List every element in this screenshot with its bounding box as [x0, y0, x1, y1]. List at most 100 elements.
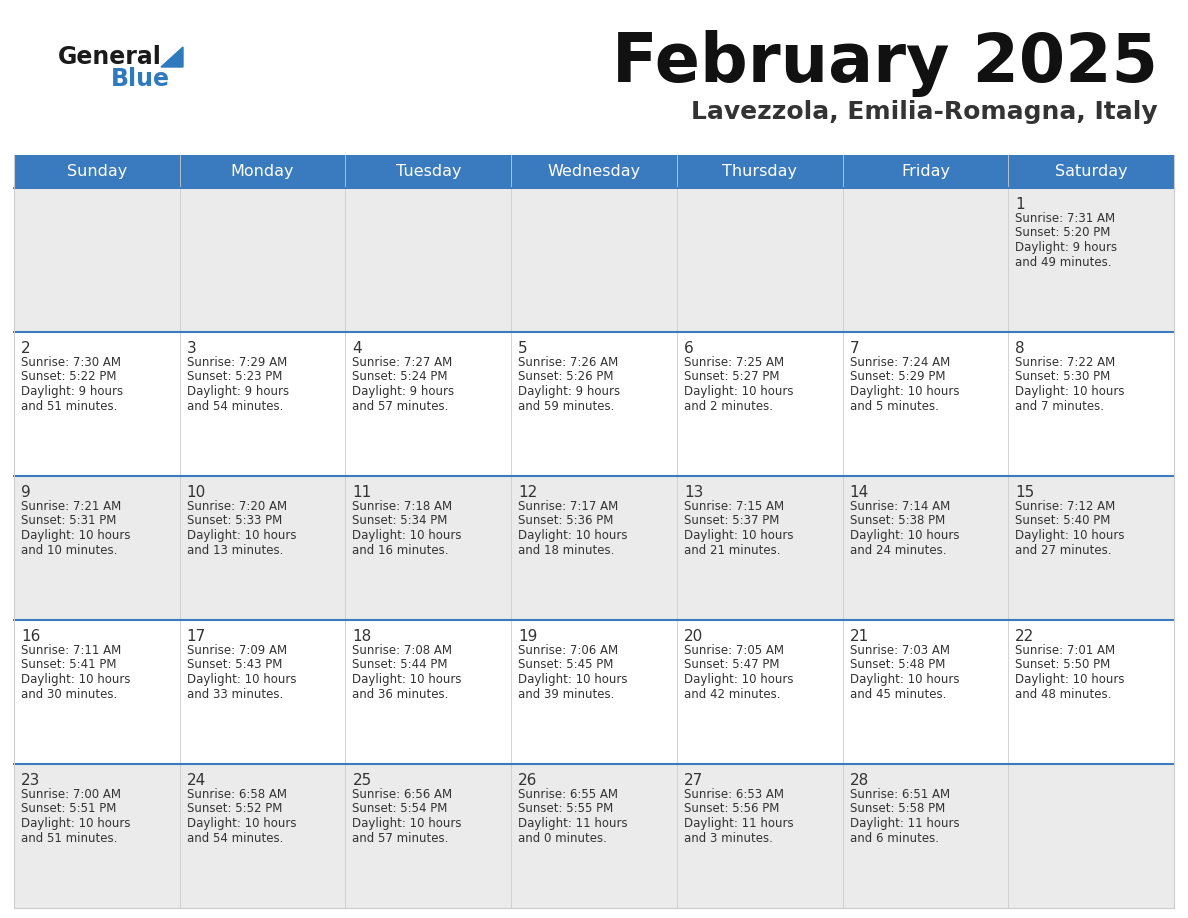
Text: Wednesday: Wednesday [548, 164, 640, 179]
Text: Daylight: 9 hours: Daylight: 9 hours [21, 385, 124, 398]
Text: and 6 minutes.: and 6 minutes. [849, 832, 939, 845]
Text: 19: 19 [518, 629, 537, 644]
Bar [14, 476, 1174, 620]
Text: Daylight: 10 hours: Daylight: 10 hours [21, 673, 131, 686]
Text: and 51 minutes.: and 51 minutes. [21, 399, 118, 412]
Text: 18: 18 [353, 629, 372, 644]
Text: Lavezzola, Emilia-Romagna, Italy: Lavezzola, Emilia-Romagna, Italy [691, 100, 1158, 124]
Text: Sunrise: 7:01 AM: Sunrise: 7:01 AM [1016, 644, 1116, 657]
Text: Blue: Blue [110, 67, 170, 91]
Text: 6: 6 [684, 341, 694, 356]
Text: Daylight: 10 hours: Daylight: 10 hours [187, 673, 296, 686]
Text: and 57 minutes.: and 57 minutes. [353, 399, 449, 412]
Text: Sunset: 5:40 PM: Sunset: 5:40 PM [1016, 514, 1111, 528]
Text: Sunset: 5:45 PM: Sunset: 5:45 PM [518, 658, 613, 671]
Text: Sunset: 5:27 PM: Sunset: 5:27 PM [684, 371, 779, 384]
Text: Sunrise: 7:18 AM: Sunrise: 7:18 AM [353, 500, 453, 513]
Text: Sunset: 5:41 PM: Sunset: 5:41 PM [21, 658, 116, 671]
Text: Sunset: 5:29 PM: Sunset: 5:29 PM [849, 371, 946, 384]
Text: 23: 23 [21, 773, 40, 788]
Text: Daylight: 9 hours: Daylight: 9 hours [353, 385, 455, 398]
Text: Friday: Friday [901, 164, 950, 179]
Text: Sunset: 5:37 PM: Sunset: 5:37 PM [684, 514, 779, 528]
Polygon shape [162, 47, 183, 67]
Text: Daylight: 11 hours: Daylight: 11 hours [518, 817, 627, 830]
Text: and 5 minutes.: and 5 minutes. [849, 399, 939, 412]
Text: Daylight: 10 hours: Daylight: 10 hours [518, 673, 627, 686]
Text: Sunrise: 7:06 AM: Sunrise: 7:06 AM [518, 644, 618, 657]
Text: Sunset: 5:52 PM: Sunset: 5:52 PM [187, 802, 282, 815]
Text: Sunset: 5:56 PM: Sunset: 5:56 PM [684, 802, 779, 815]
Text: 17: 17 [187, 629, 206, 644]
Text: Daylight: 11 hours: Daylight: 11 hours [849, 817, 959, 830]
Text: and 48 minutes.: and 48 minutes. [1016, 688, 1112, 700]
Text: and 57 minutes.: and 57 minutes. [353, 832, 449, 845]
Text: 10: 10 [187, 485, 206, 500]
Text: 4: 4 [353, 341, 362, 356]
Text: 8: 8 [1016, 341, 1025, 356]
Text: 14: 14 [849, 485, 868, 500]
Text: Daylight: 10 hours: Daylight: 10 hours [187, 529, 296, 542]
Text: Sunset: 5:55 PM: Sunset: 5:55 PM [518, 802, 613, 815]
Text: Daylight: 10 hours: Daylight: 10 hours [353, 673, 462, 686]
Text: and 42 minutes.: and 42 minutes. [684, 688, 781, 700]
Text: Daylight: 11 hours: Daylight: 11 hours [684, 817, 794, 830]
Text: and 24 minutes.: and 24 minutes. [849, 543, 946, 556]
Text: Sunset: 5:44 PM: Sunset: 5:44 PM [353, 658, 448, 671]
Text: Sunset: 5:33 PM: Sunset: 5:33 PM [187, 514, 282, 528]
Text: Sunday: Sunday [67, 164, 127, 179]
Text: Sunrise: 7:05 AM: Sunrise: 7:05 AM [684, 644, 784, 657]
Text: Sunrise: 6:51 AM: Sunrise: 6:51 AM [849, 788, 949, 801]
Text: and 36 minutes.: and 36 minutes. [353, 688, 449, 700]
Text: Daylight: 9 hours: Daylight: 9 hours [187, 385, 289, 398]
Text: Sunrise: 6:55 AM: Sunrise: 6:55 AM [518, 788, 618, 801]
Text: Sunset: 5:48 PM: Sunset: 5:48 PM [849, 658, 944, 671]
Text: 20: 20 [684, 629, 703, 644]
Text: Daylight: 10 hours: Daylight: 10 hours [187, 817, 296, 830]
Text: Sunset: 5:38 PM: Sunset: 5:38 PM [849, 514, 944, 528]
Text: 9: 9 [21, 485, 31, 500]
Bar [14, 332, 1174, 476]
Text: and 0 minutes.: and 0 minutes. [518, 832, 607, 845]
Text: Daylight: 10 hours: Daylight: 10 hours [849, 529, 959, 542]
Text: Sunset: 5:47 PM: Sunset: 5:47 PM [684, 658, 779, 671]
Text: Sunset: 5:34 PM: Sunset: 5:34 PM [353, 514, 448, 528]
Text: and 30 minutes.: and 30 minutes. [21, 688, 118, 700]
Text: and 16 minutes.: and 16 minutes. [353, 543, 449, 556]
Text: Sunset: 5:26 PM: Sunset: 5:26 PM [518, 371, 614, 384]
Bar [14, 620, 1174, 764]
Text: 16: 16 [21, 629, 40, 644]
Text: Sunset: 5:36 PM: Sunset: 5:36 PM [518, 514, 613, 528]
Text: Daylight: 10 hours: Daylight: 10 hours [684, 673, 794, 686]
Text: Sunrise: 7:22 AM: Sunrise: 7:22 AM [1016, 356, 1116, 369]
Text: Sunrise: 7:31 AM: Sunrise: 7:31 AM [1016, 212, 1116, 225]
Text: Sunrise: 6:56 AM: Sunrise: 6:56 AM [353, 788, 453, 801]
Text: Sunrise: 7:09 AM: Sunrise: 7:09 AM [187, 644, 286, 657]
Text: Sunrise: 7:08 AM: Sunrise: 7:08 AM [353, 644, 453, 657]
Text: Sunrise: 7:20 AM: Sunrise: 7:20 AM [187, 500, 286, 513]
Text: 26: 26 [518, 773, 537, 788]
Text: 2: 2 [21, 341, 31, 356]
Text: Daylight: 10 hours: Daylight: 10 hours [1016, 529, 1125, 542]
Text: Daylight: 10 hours: Daylight: 10 hours [684, 385, 794, 398]
Text: Monday: Monday [230, 164, 295, 179]
Text: Sunset: 5:50 PM: Sunset: 5:50 PM [1016, 658, 1111, 671]
Text: and 10 minutes.: and 10 minutes. [21, 543, 118, 556]
Text: Sunrise: 6:53 AM: Sunrise: 6:53 AM [684, 788, 784, 801]
Text: 22: 22 [1016, 629, 1035, 644]
Text: Daylight: 10 hours: Daylight: 10 hours [21, 529, 131, 542]
Text: 5: 5 [518, 341, 527, 356]
Text: and 45 minutes.: and 45 minutes. [849, 688, 946, 700]
Text: Sunset: 5:54 PM: Sunset: 5:54 PM [353, 802, 448, 815]
Text: 3: 3 [187, 341, 196, 356]
Text: 28: 28 [849, 773, 868, 788]
Text: Sunset: 5:43 PM: Sunset: 5:43 PM [187, 658, 282, 671]
Text: Daylight: 10 hours: Daylight: 10 hours [1016, 673, 1125, 686]
Text: Sunset: 5:30 PM: Sunset: 5:30 PM [1016, 371, 1111, 384]
Text: Daylight: 10 hours: Daylight: 10 hours [849, 673, 959, 686]
Text: Sunrise: 7:17 AM: Sunrise: 7:17 AM [518, 500, 619, 513]
Text: Sunrise: 7:21 AM: Sunrise: 7:21 AM [21, 500, 121, 513]
Text: and 18 minutes.: and 18 minutes. [518, 543, 614, 556]
Text: Sunrise: 7:03 AM: Sunrise: 7:03 AM [849, 644, 949, 657]
Text: and 2 minutes.: and 2 minutes. [684, 399, 773, 412]
